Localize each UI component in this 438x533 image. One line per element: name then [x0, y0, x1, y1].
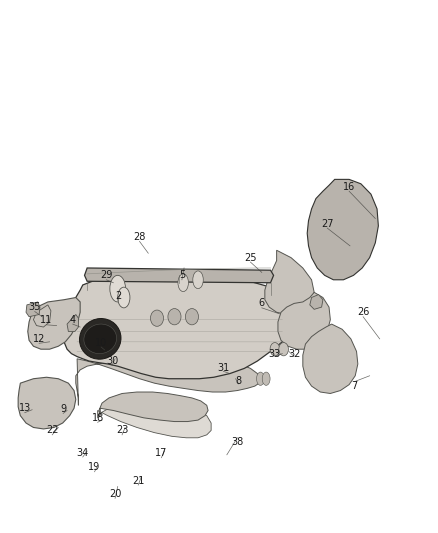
Text: 22: 22: [46, 425, 58, 435]
Circle shape: [118, 287, 130, 308]
Text: 18: 18: [92, 413, 104, 423]
Text: 26: 26: [357, 308, 369, 317]
Text: 2: 2: [116, 291, 122, 301]
Polygon shape: [310, 295, 323, 309]
Polygon shape: [307, 180, 378, 280]
Text: 4: 4: [70, 314, 76, 325]
Text: 10: 10: [95, 337, 107, 348]
Circle shape: [193, 271, 203, 289]
Text: 32: 32: [288, 349, 300, 359]
Text: 19: 19: [88, 462, 101, 472]
Text: 23: 23: [116, 425, 128, 435]
Text: 13: 13: [18, 403, 31, 413]
Polygon shape: [76, 349, 261, 405]
Text: 16: 16: [343, 182, 355, 192]
Polygon shape: [18, 377, 76, 429]
Text: 9: 9: [60, 404, 66, 414]
Polygon shape: [265, 251, 314, 314]
Text: 34: 34: [77, 448, 89, 457]
Ellipse shape: [84, 324, 117, 354]
Circle shape: [110, 276, 126, 302]
Text: 8: 8: [236, 376, 242, 386]
Text: 6: 6: [259, 298, 265, 309]
Polygon shape: [98, 402, 211, 438]
Text: 5: 5: [179, 270, 185, 280]
Text: 25: 25: [244, 253, 257, 263]
Text: 33: 33: [269, 349, 281, 359]
Polygon shape: [67, 314, 78, 332]
Text: 31: 31: [217, 364, 230, 374]
Text: 28: 28: [133, 232, 146, 242]
Circle shape: [262, 372, 270, 385]
Polygon shape: [26, 302, 40, 317]
Ellipse shape: [185, 309, 198, 325]
Circle shape: [178, 274, 188, 292]
Polygon shape: [63, 276, 292, 379]
Polygon shape: [28, 297, 80, 349]
Ellipse shape: [279, 343, 288, 356]
Text: 20: 20: [109, 489, 121, 499]
Text: 12: 12: [33, 334, 45, 344]
Ellipse shape: [168, 309, 181, 325]
Circle shape: [257, 372, 265, 385]
Text: 35: 35: [28, 302, 41, 312]
Text: 30: 30: [106, 356, 118, 366]
Text: 29: 29: [100, 270, 113, 280]
Polygon shape: [33, 305, 51, 327]
Text: 38: 38: [231, 437, 244, 447]
Polygon shape: [303, 324, 358, 393]
Text: 11: 11: [40, 316, 53, 326]
Polygon shape: [85, 268, 274, 282]
Text: 21: 21: [132, 475, 145, 486]
Polygon shape: [278, 292, 330, 349]
Text: 27: 27: [321, 219, 333, 229]
Polygon shape: [99, 392, 208, 422]
Text: 7: 7: [351, 381, 357, 391]
Ellipse shape: [80, 319, 121, 359]
Ellipse shape: [150, 310, 163, 326]
Ellipse shape: [270, 343, 280, 356]
Text: 17: 17: [155, 448, 168, 458]
